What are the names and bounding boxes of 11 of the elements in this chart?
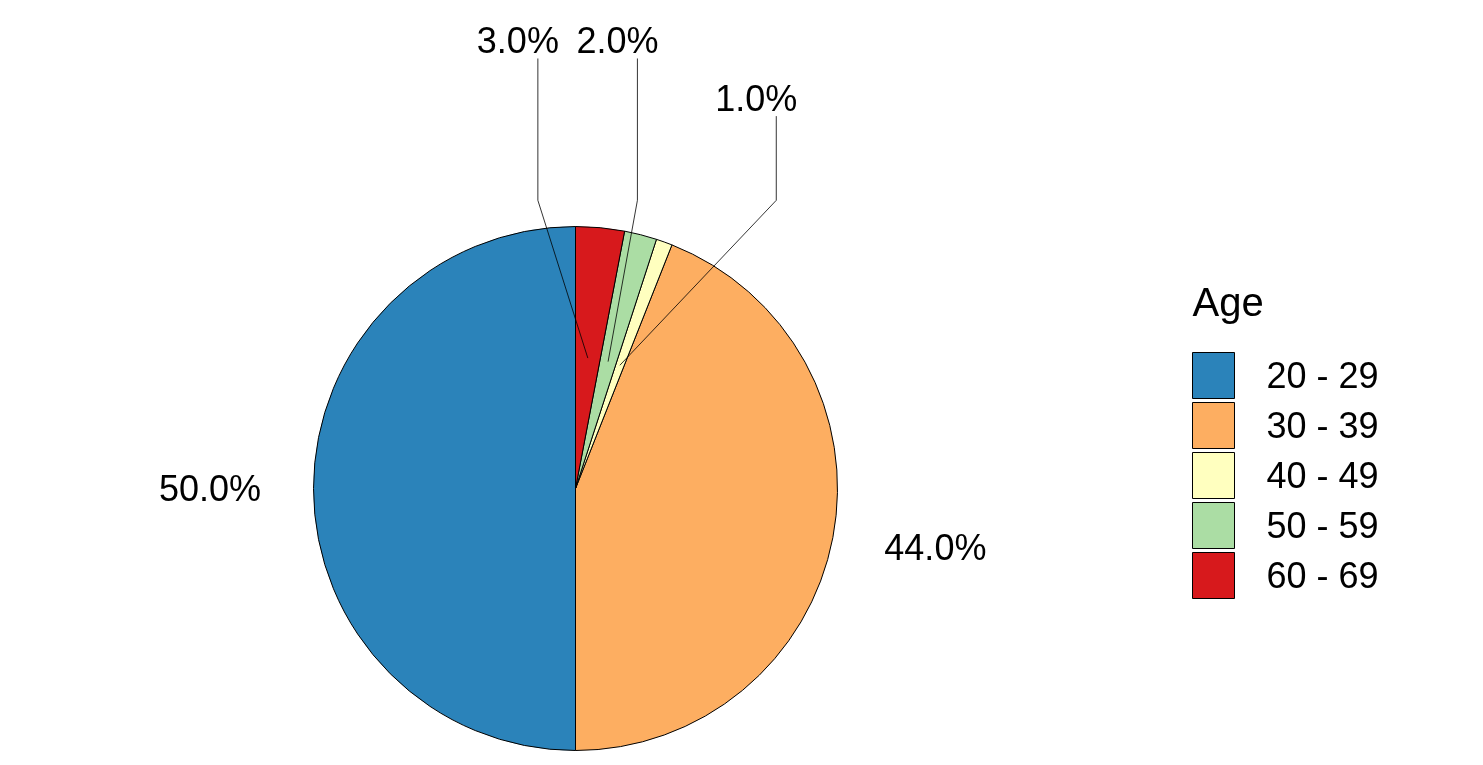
data-label: 44.0% bbox=[884, 526, 987, 568]
data-label: 50.0% bbox=[159, 468, 262, 509]
legend-label: 50 - 59 bbox=[1266, 505, 1379, 546]
data-label: 3.0% bbox=[476, 19, 559, 61]
legend-label: 60 - 69 bbox=[1266, 555, 1379, 596]
legend-title: Age bbox=[1192, 279, 1264, 324]
data-label: 1.0% bbox=[715, 77, 798, 119]
legend-label: 40 - 49 bbox=[1266, 455, 1379, 496]
legend-label: 20 - 29 bbox=[1266, 355, 1379, 396]
legend-label: 30 - 39 bbox=[1266, 405, 1379, 446]
data-label: 2.0% bbox=[576, 19, 659, 61]
